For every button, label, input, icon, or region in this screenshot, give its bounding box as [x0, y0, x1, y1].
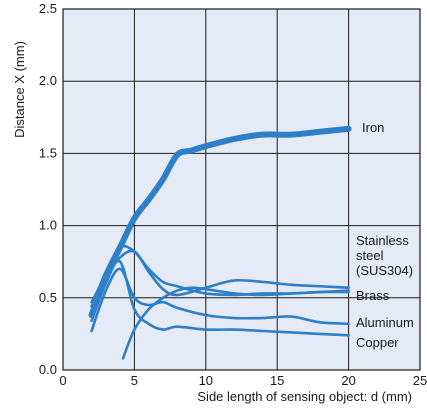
y-tick-label: 0.0	[39, 362, 57, 377]
y-axis-label: Distance X (mm)	[12, 41, 27, 138]
tick-labels: 0 5 10 15 20 25 0.0 0.5 1.0 1.5 2.0 2.5	[39, 1, 427, 388]
series-label-aluminum: Aluminum	[356, 315, 414, 330]
x-tick-label: 20	[341, 373, 355, 388]
series-label-line: Copper	[356, 335, 399, 350]
series-line-copper	[90, 259, 350, 337]
series-line-stainless-steel-sus304	[90, 249, 350, 304]
series-label-line: (SUS304)	[356, 263, 413, 278]
plot-area	[63, 9, 420, 370]
grid	[62, 8, 421, 371]
series-label-brass: Brass	[356, 288, 390, 303]
series-line-iron	[88, 125, 352, 319]
x-tick-label: 10	[199, 373, 213, 388]
series-line-lowest-curve	[121, 286, 350, 360]
series-label-line: Aluminum	[356, 315, 414, 330]
y-tick-label: 2.0	[39, 73, 57, 88]
x-tick-label: 5	[131, 373, 138, 388]
x-tick-label: 0	[59, 373, 66, 388]
y-tick-label: 2.5	[39, 1, 57, 16]
x-tick-label: 15	[270, 373, 284, 388]
series-label-line: steel	[356, 248, 384, 263]
series-label-line: Stainless	[356, 233, 409, 248]
x-axis-label: Side length of sensing object: d (mm)	[197, 389, 412, 404]
x-tick-label: 25	[413, 373, 427, 388]
series-label-copper: Copper	[356, 335, 399, 350]
series-label-stainless-steel-sus304: Stainless steel (SUS304)	[356, 233, 413, 278]
series-label-line: Brass	[356, 288, 390, 303]
plot-border	[62, 8, 421, 371]
y-tick-label: 1.5	[39, 145, 57, 160]
y-tick-label: 0.5	[39, 290, 57, 305]
series-label-iron: Iron	[362, 120, 384, 135]
series-labels: Iron Stainless steel (SUS304) Brass Aluminum C…	[356, 120, 414, 350]
series-lines	[88, 125, 352, 360]
series-line-aluminum	[90, 267, 350, 333]
y-tick-label: 1.0	[39, 218, 57, 233]
series-label-line: Iron	[362, 120, 384, 135]
